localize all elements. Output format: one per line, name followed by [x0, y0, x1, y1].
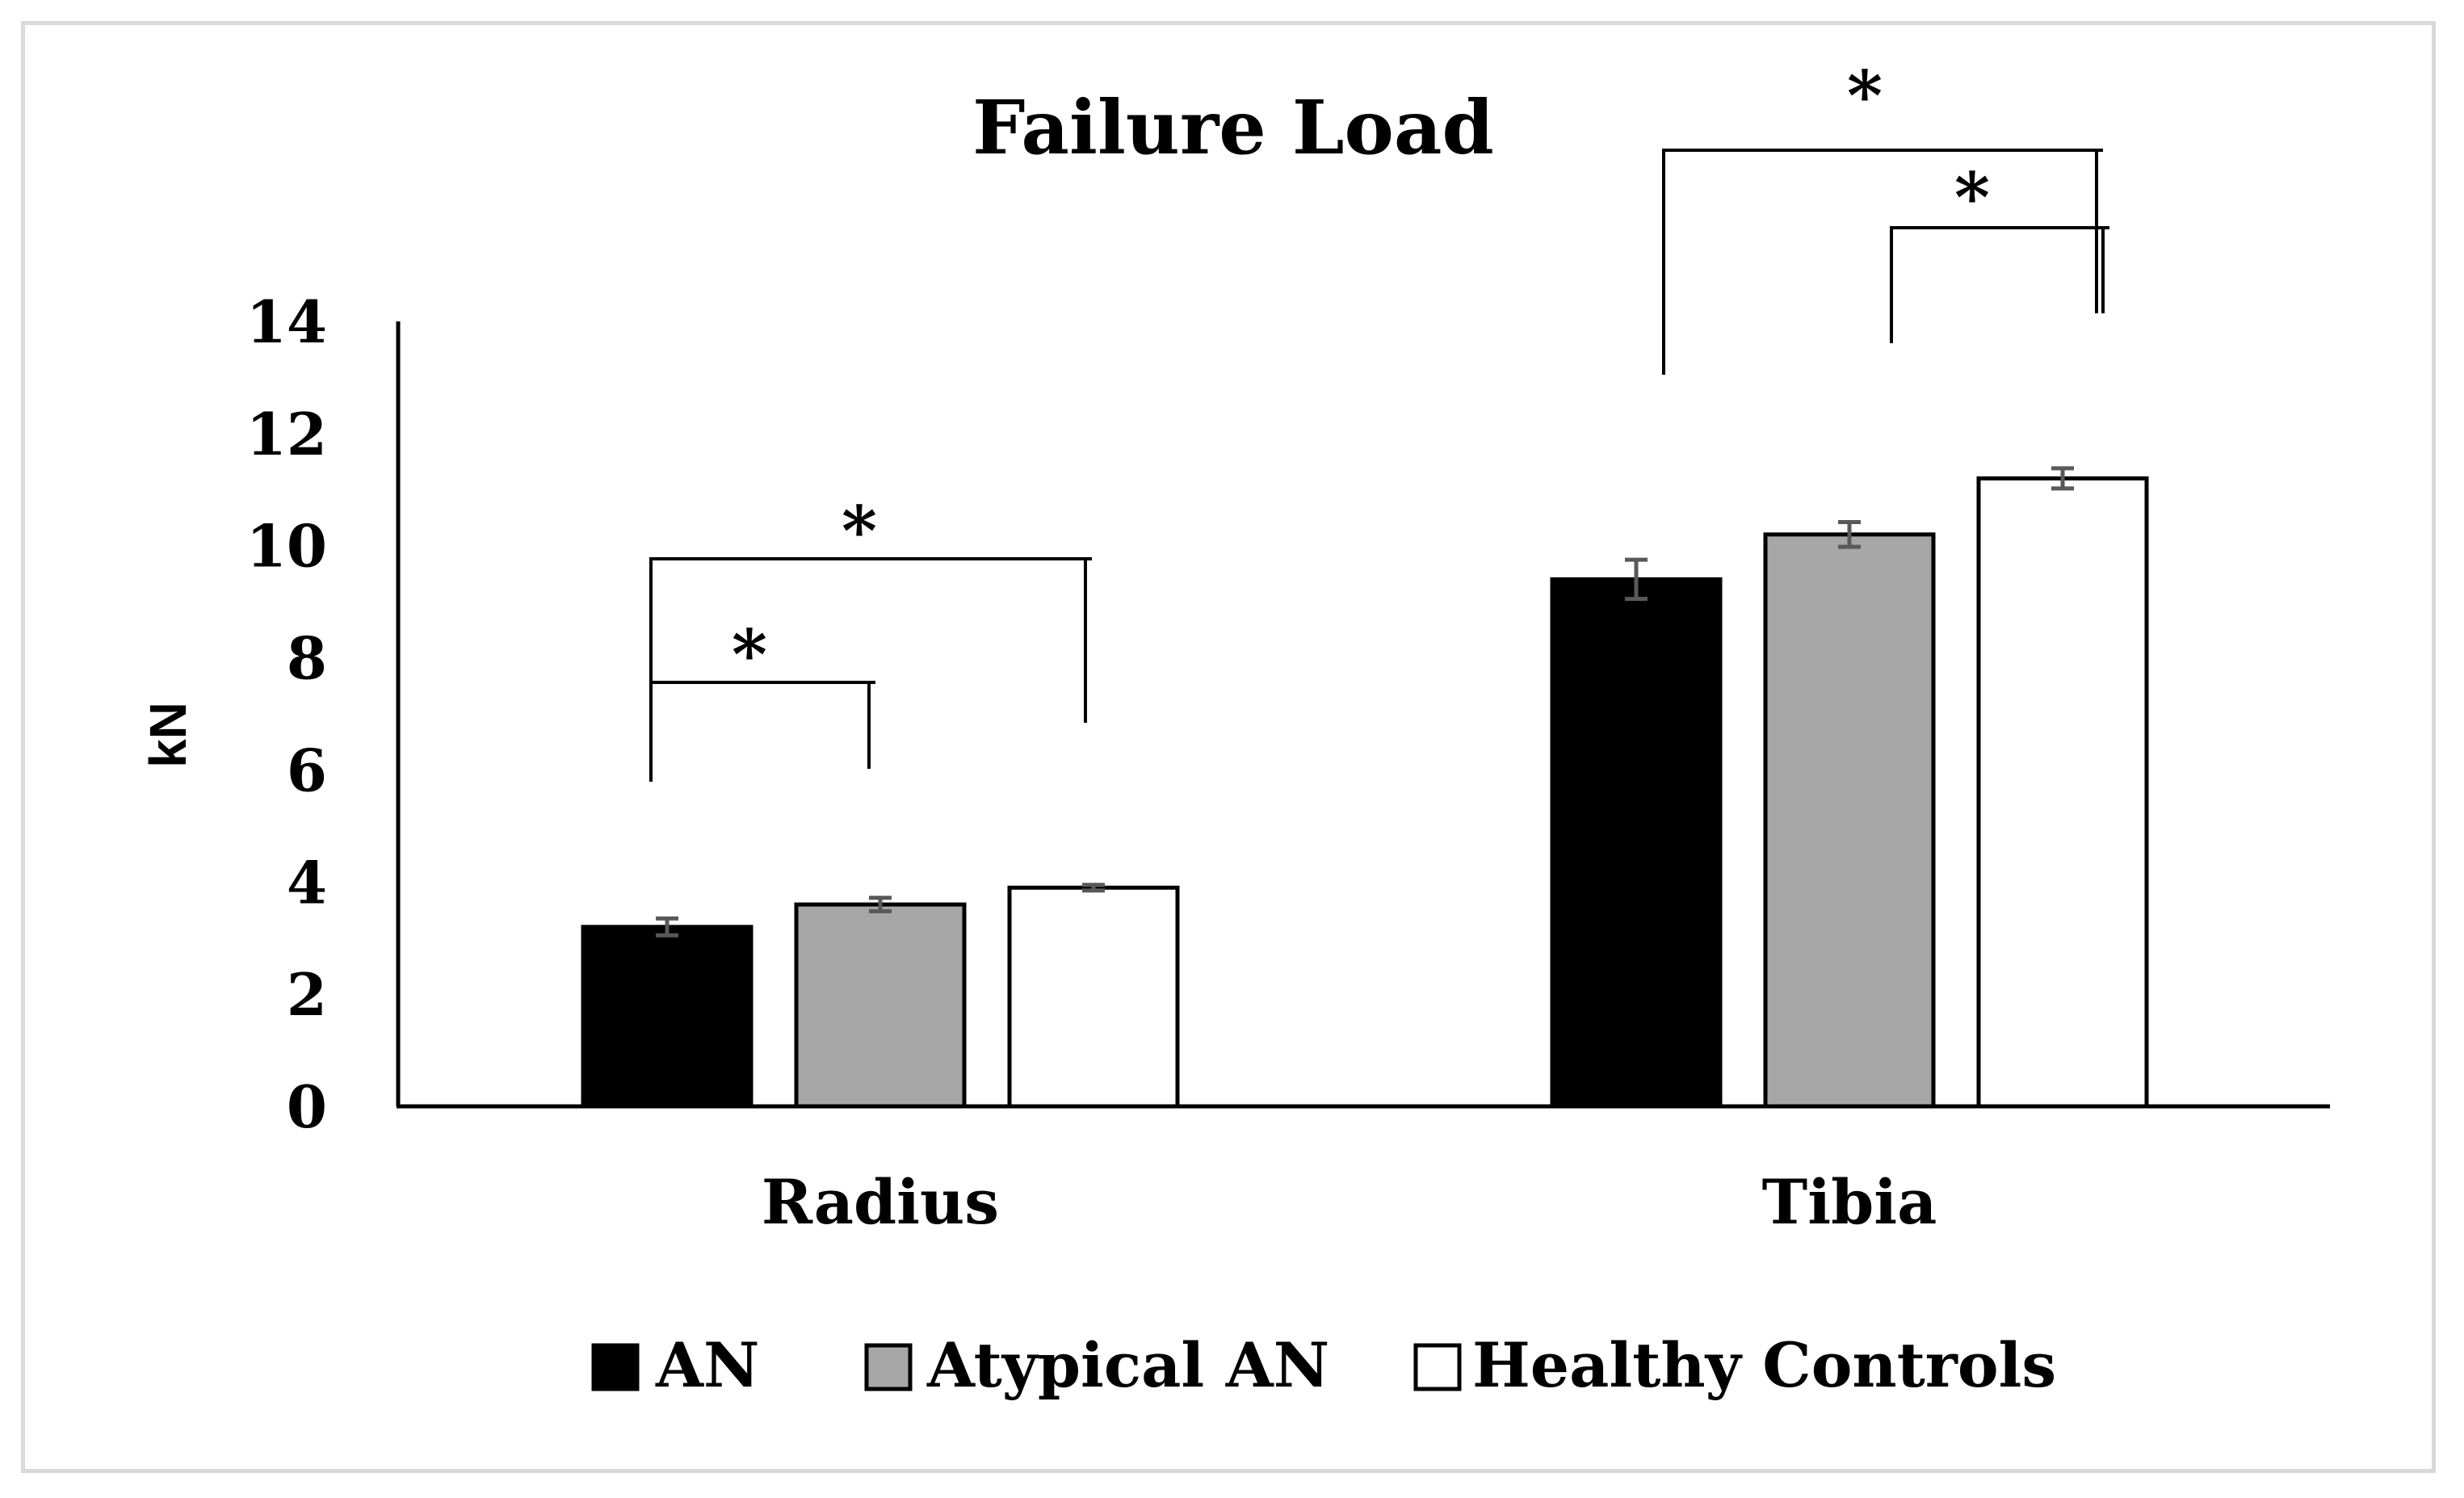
chart-title: Failure Load	[972, 84, 1494, 171]
bar-healthy-controls-tibia	[1976, 476, 2149, 1109]
y-tick-label: 6	[287, 736, 327, 804]
significance-bracket	[1662, 149, 2103, 375]
y-tick-label: 12	[246, 400, 327, 468]
significance-star: *	[842, 491, 877, 571]
legend-label-healthy-controls: Healthy Controls	[1472, 1329, 2056, 1401]
significance-star: *	[732, 615, 767, 694]
legend-label-atypical-an: Atypical AN	[926, 1329, 1329, 1401]
bars	[581, 476, 2149, 1109]
significance-bracket	[649, 557, 1092, 782]
y-tick-label: 10	[246, 512, 327, 581]
significance-brackets: * * * *	[649, 56, 2109, 782]
legend-label-an: AN	[655, 1329, 759, 1401]
x-tick-label-tibia: Tibia	[1762, 1166, 1937, 1238]
y-axis-ticks: 0 2 4 6 8 10 12 14	[246, 287, 327, 1141]
bar-an-tibia	[1550, 577, 1723, 1109]
legend-swatch-atypical-an	[864, 1343, 913, 1391]
legend-swatch-healthy-controls	[1413, 1343, 1462, 1391]
significance-star: *	[1847, 56, 1883, 136]
error-bars	[656, 466, 2074, 938]
significance-bracket	[1890, 226, 2109, 343]
y-tick-label: 14	[246, 287, 327, 356]
significance-star: *	[1954, 157, 1990, 237]
bar-healthy-controls-radius	[1007, 885, 1180, 1109]
y-tick-label: 2	[287, 960, 327, 1029]
y-tick-label: 4	[287, 848, 327, 917]
bar-atypical-an-tibia	[1763, 532, 1936, 1109]
y-tick-label: 0	[287, 1072, 327, 1141]
y-axis-label: kN	[139, 702, 197, 768]
bar-atypical-an-radius	[794, 902, 967, 1109]
bar-an-radius	[581, 925, 753, 1109]
legend-swatch-an	[591, 1343, 640, 1391]
x-tick-label-radius: Radius	[762, 1166, 999, 1238]
significance-bracket	[649, 681, 875, 782]
y-tick-label: 8	[287, 624, 327, 693]
